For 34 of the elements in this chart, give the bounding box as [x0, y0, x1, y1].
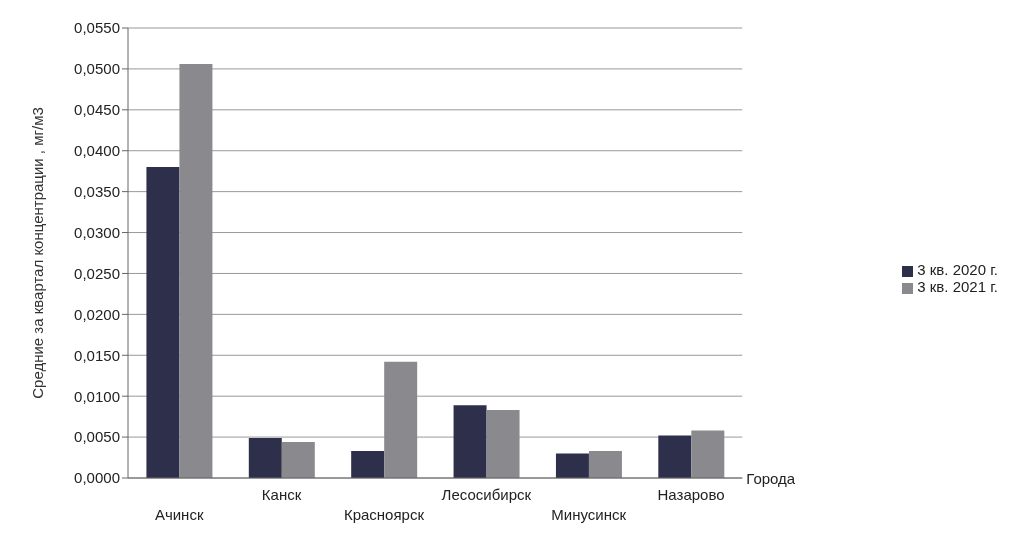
x-tick-label: Красноярск [343, 506, 425, 523]
y-tick-label: 0,0100 [74, 387, 120, 405]
y-axis-title: Средние за квартал концентрации , мг/м3 [29, 107, 47, 399]
y-tick-label: 0,0350 [74, 182, 120, 200]
x-tick-label: Ачинск [154, 506, 204, 523]
bar [351, 451, 385, 478]
bar [658, 435, 692, 478]
bar [281, 442, 315, 478]
bar [588, 451, 622, 478]
bar [555, 453, 589, 478]
y-tick-label: 0,0450 [74, 101, 120, 119]
bar [146, 167, 180, 478]
bar [248, 437, 282, 478]
y-tick-label: 0,0250 [74, 264, 120, 282]
y-tick-label: 0,0400 [74, 142, 120, 160]
legend-label: 3 кв. 2020 г. [917, 261, 998, 278]
bar [691, 430, 725, 478]
x-tick-label: Назарово [657, 486, 725, 503]
bar [179, 64, 213, 478]
legend-label: 3 кв. 2021 г. [917, 278, 998, 295]
y-tick-label: 0,0050 [74, 428, 120, 446]
y-tick-label: 0,0150 [74, 346, 120, 364]
y-tick-label: 0,0200 [74, 305, 120, 323]
bar [486, 410, 520, 478]
y-tick-label: 0,0550 [74, 19, 120, 37]
y-tick-label: 0,0300 [74, 223, 120, 241]
x-tick-label: Лесосибирск [441, 486, 532, 503]
x-tick-label: Канск [261, 486, 302, 503]
bar [453, 405, 487, 478]
x-tick-label: Минусинск [551, 506, 627, 523]
bar [384, 361, 418, 478]
y-tick-label: 0,0500 [74, 60, 120, 78]
y-tick-label: 0,0000 [74, 469, 120, 487]
x-axis-title: Города [746, 470, 796, 487]
